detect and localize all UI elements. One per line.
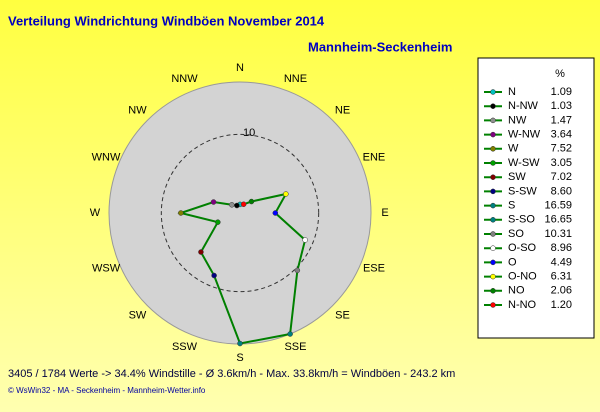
legend-marker <box>490 231 496 237</box>
legend-marker <box>490 89 496 95</box>
direction-label: SE <box>335 309 350 321</box>
legend-label: NW <box>508 114 527 126</box>
legend-value: 8.96 <box>551 242 572 254</box>
legend-marker <box>490 174 496 180</box>
data-point <box>283 191 289 197</box>
legend-value: 3.05 <box>551 157 572 169</box>
legend-marker <box>490 288 496 294</box>
grid-ring <box>160 133 320 293</box>
chart-title: Verteilung Windrichtung Windböen Novembe… <box>8 13 325 28</box>
legend-marker <box>490 202 496 209</box>
data-point <box>302 237 308 243</box>
legend-marker <box>490 302 496 308</box>
footer: 3405 / 1784 Werte -> 34.4% Windstille - … <box>8 368 455 380</box>
direction-label: SSW <box>172 341 198 353</box>
direction-label: ENE <box>363 151 386 163</box>
legend-label: O-NO <box>508 271 537 283</box>
plot-area <box>108 81 372 345</box>
legend-value: 7.02 <box>551 171 572 183</box>
direction-label: W <box>90 207 101 219</box>
legend-label: S <box>508 200 515 212</box>
direction-label: SW <box>129 309 147 321</box>
direction-label: S <box>236 352 243 364</box>
credit: © WsWin32 - MA - Seckenheim - Mannheim-W… <box>8 386 206 395</box>
legend-value: 3.64 <box>551 129 572 141</box>
data-point <box>215 219 221 225</box>
legend-label: N <box>508 86 516 98</box>
legend-value: 1.47 <box>551 114 572 126</box>
data-point <box>272 210 279 216</box>
legend-marker <box>490 103 496 109</box>
direction-label: SSE <box>284 341 306 353</box>
data-point <box>240 201 247 208</box>
legend-label: W <box>508 143 519 155</box>
legend-value: 16.65 <box>544 214 572 226</box>
legend-value: 6.31 <box>551 271 572 283</box>
legend-marker <box>490 188 496 195</box>
legend-label: SO <box>508 228 524 240</box>
data-point <box>237 340 243 347</box>
direction-label: NW <box>128 104 147 116</box>
data-point <box>178 210 184 216</box>
legend-value: 16.59 <box>544 200 572 212</box>
r-tick-label: 10 <box>243 127 255 139</box>
legend-label: W-NW <box>508 129 541 141</box>
direction-label: WSW <box>92 262 121 274</box>
chart-subtitle: Mannheim-Seckenheim <box>308 39 453 54</box>
legend-label: O-SO <box>508 242 537 254</box>
direction-label: N <box>236 62 244 74</box>
data-point <box>229 202 235 208</box>
data-point <box>211 272 217 279</box>
data-point <box>248 198 255 205</box>
legend-label: S-SO <box>508 214 535 226</box>
legend-value: 2.06 <box>551 285 572 297</box>
legend-value: 1.09 <box>551 86 572 98</box>
direction-label: NNW <box>171 73 198 85</box>
legend-label: N-NW <box>508 100 539 112</box>
legend-marker <box>490 217 496 223</box>
direction-label: WNW <box>92 151 121 163</box>
legend-marker <box>490 245 496 251</box>
direction-label: NNE <box>284 73 307 85</box>
data-point <box>234 202 240 209</box>
direction-label: E <box>381 207 388 219</box>
legend-value: 8.60 <box>551 185 572 197</box>
legend-label: N-NO <box>508 299 537 311</box>
legend-value: 1.03 <box>551 100 572 112</box>
legend-label: SW <box>508 171 526 183</box>
direction-label: NE <box>335 104 350 116</box>
legend-marker <box>490 273 496 280</box>
direction-label: ESE <box>363 262 385 274</box>
legend-value: 1.20 <box>551 299 572 311</box>
legend-label: S-SW <box>508 185 537 197</box>
legend-label: O <box>508 256 517 268</box>
legend-value: 4.49 <box>551 256 572 268</box>
legend-value: 7.52 <box>551 143 572 155</box>
legend-label: W-SW <box>508 157 540 169</box>
data-point <box>287 331 293 337</box>
legend-marker <box>490 146 496 152</box>
legend-value: 10.31 <box>544 228 572 240</box>
legend-label: NO <box>508 285 525 297</box>
data-point <box>294 267 301 274</box>
legend-header: % <box>555 68 565 80</box>
data-point <box>198 249 204 255</box>
legend-marker <box>490 259 496 266</box>
data-point <box>210 199 217 205</box>
legend-marker <box>490 131 496 138</box>
legend-marker <box>490 160 496 166</box>
legend-marker <box>490 117 496 124</box>
